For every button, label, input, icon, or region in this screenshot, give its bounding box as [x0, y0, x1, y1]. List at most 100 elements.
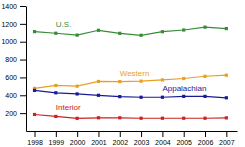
marker [182, 95, 185, 98]
x-tick-mark [77, 131, 78, 137]
x-tick: 2006 [198, 131, 214, 146]
marker [161, 96, 164, 99]
x-tick: 2007 [219, 131, 235, 146]
y-tick-mark [20, 60, 26, 61]
x-tick-mark [226, 131, 227, 137]
series-label: U.S. [56, 20, 72, 29]
y-tick: 1000 [1, 38, 26, 45]
marker [225, 96, 228, 99]
series-line [35, 114, 227, 118]
marker [139, 80, 142, 83]
marker [54, 84, 57, 87]
marker [54, 32, 57, 35]
y-tick: 400 [5, 92, 26, 99]
y-tick-label: 400 [5, 92, 17, 99]
y-tick-mark [20, 24, 26, 25]
marker [139, 96, 142, 99]
x-tick-label: 2000 [70, 139, 86, 146]
series-label: Appalachian [162, 84, 206, 93]
y-tick-mark [20, 77, 26, 78]
marker [139, 34, 142, 37]
y-axis: 200 400 600 800 1000 1200 1400 [1, 3, 26, 132]
plot: 1998 1999 2000 2001 2002 2003 2004 2005 2006 2007… [1, 3, 237, 146]
x-tick-label: 2007 [219, 139, 235, 146]
marker [33, 113, 36, 116]
x-tick-mark [35, 131, 36, 137]
marker [182, 117, 185, 120]
y-tick: 600 [5, 74, 26, 81]
x-axis: 1998 1999 2000 2001 2002 2003 2004 2005 2006 2007 [27, 131, 238, 146]
x-tick: 1999 [49, 131, 65, 146]
marker [161, 78, 164, 81]
marker [54, 115, 57, 118]
y-tick-label: 1200 [1, 21, 17, 28]
x-tick-mark [141, 131, 142, 137]
x-tick-mark [98, 131, 99, 137]
y-axis-line [26, 7, 27, 132]
series-labels: U.S. Western Appalachian Interior [56, 20, 207, 112]
marker [225, 74, 228, 77]
y-tick-mark [20, 95, 26, 96]
marker [118, 95, 121, 98]
y-tick-mark [20, 6, 26, 7]
marker [225, 116, 228, 119]
x-tick-mark [162, 131, 163, 137]
series-label: Western [120, 69, 150, 78]
x-tick-mark [184, 131, 185, 137]
marker [33, 30, 36, 33]
chart: 1998 1999 2000 2001 2002 2003 2004 2005 2006 2007… [0, 0, 245, 147]
y-tick: 200 [5, 110, 26, 117]
y-tick-mark [20, 42, 26, 43]
marker [76, 117, 79, 120]
x-tick-label: 2002 [112, 139, 128, 146]
y-tick: 1400 [1, 3, 26, 10]
marker [97, 80, 100, 83]
x-tick-mark [56, 131, 57, 137]
marker [76, 34, 79, 37]
marker [118, 32, 121, 35]
x-tick-label: 2006 [198, 139, 214, 146]
marker [182, 28, 185, 31]
x-tick-mark [120, 131, 121, 137]
x-tick: 2003 [134, 131, 150, 146]
marker [118, 116, 121, 119]
marker [76, 92, 79, 95]
y-tick-label: 1000 [1, 38, 17, 45]
marker [54, 91, 57, 94]
marker [203, 95, 206, 98]
y-tick-mark [20, 113, 26, 114]
y-tick-label: 200 [5, 110, 17, 117]
marker [225, 27, 228, 30]
marker [203, 117, 206, 120]
series-markers [33, 113, 228, 120]
series-label: Interior [56, 103, 81, 112]
y-tick: 800 [5, 56, 26, 63]
marker [139, 117, 142, 120]
marker [203, 75, 206, 78]
x-tick-label: 2003 [134, 139, 150, 146]
y-tick-label: 600 [5, 74, 17, 81]
x-tick-label: 2001 [91, 139, 107, 146]
marker [161, 117, 164, 120]
marker [203, 26, 206, 29]
series-group [33, 26, 228, 120]
x-tick: 2004 [155, 131, 171, 146]
y-tick-label: 1400 [1, 3, 17, 10]
x-tick-label: 2004 [155, 139, 171, 146]
x-tick-label: 2005 [176, 139, 192, 146]
x-tick: 2000 [70, 131, 86, 146]
marker [182, 77, 185, 80]
marker [97, 116, 100, 119]
marker [118, 80, 121, 83]
marker [161, 30, 164, 33]
y-tick: 1200 [1, 21, 26, 28]
x-tick-label: 1998 [27, 139, 43, 146]
marker [97, 94, 100, 97]
x-tick-label: 1999 [49, 139, 65, 146]
marker [97, 29, 100, 32]
x-tick: 1998 [27, 131, 43, 146]
marker [33, 89, 36, 92]
y-tick-label: 800 [5, 56, 17, 63]
marker [76, 85, 79, 88]
x-tick-mark [205, 131, 206, 137]
